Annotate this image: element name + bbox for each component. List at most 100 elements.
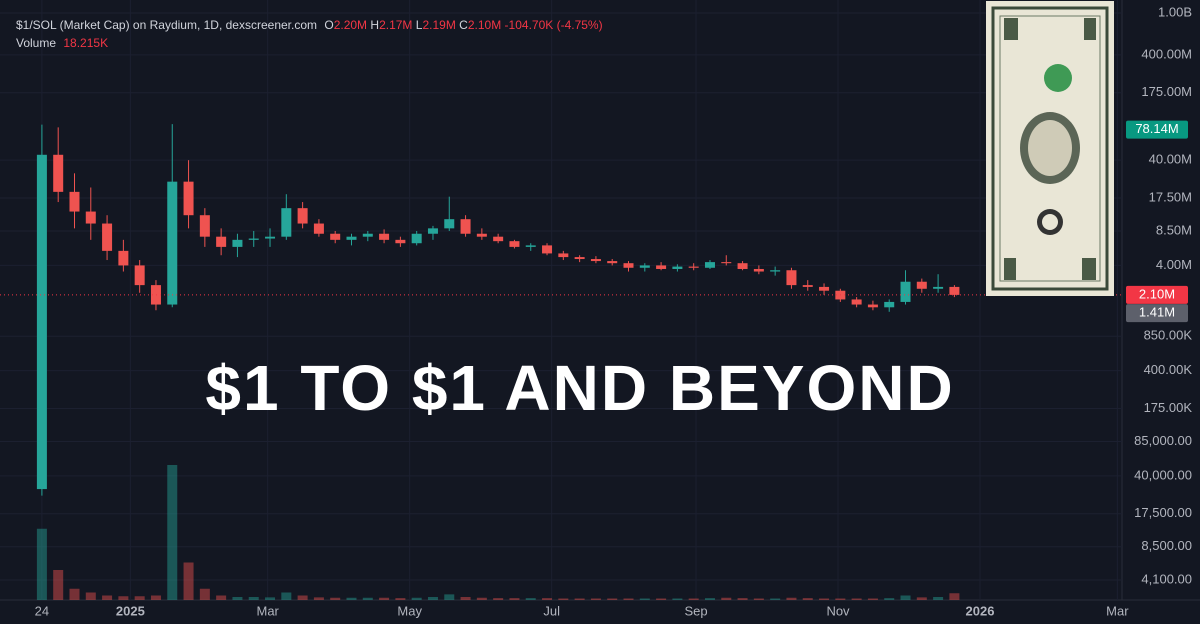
- candle-body: [916, 281, 927, 289]
- candle-body: [297, 208, 308, 224]
- volume-label: Volume: [16, 36, 57, 50]
- bill-corner: [1004, 18, 1018, 40]
- volume-bar: [819, 598, 830, 600]
- candle-body: [558, 253, 569, 258]
- y-tick-label: 850.00K: [1144, 328, 1193, 343]
- volume-bar: [949, 593, 960, 600]
- price-badge: [1126, 120, 1188, 139]
- volume-bar: [688, 598, 699, 600]
- volume-bar: [460, 597, 471, 600]
- bill-portrait-face: [1028, 120, 1072, 176]
- volume-bar: [313, 597, 324, 600]
- candle-body: [704, 262, 715, 268]
- volume-bar: [183, 562, 194, 600]
- x-tick-label: Nov: [826, 603, 850, 618]
- volume-bar: [102, 595, 113, 600]
- volume-bar: [509, 598, 520, 600]
- volume-bar: [574, 598, 585, 600]
- y-tick-label: 8.50M: [1156, 222, 1192, 237]
- price-badge: [1126, 285, 1188, 304]
- volume-bar: [721, 597, 732, 600]
- volume-bar: [590, 598, 601, 600]
- candle-body: [248, 238, 259, 240]
- candle-body: [36, 154, 47, 490]
- volume-bar: [672, 598, 683, 600]
- candle-body: [411, 233, 422, 244]
- volume-bar: [704, 598, 715, 600]
- candle-body: [770, 270, 781, 272]
- volume-bar: [884, 598, 895, 600]
- y-tick-label: 8,500.00: [1141, 538, 1192, 553]
- volume-bar: [427, 597, 438, 600]
- candle-body: [313, 223, 324, 234]
- candle-body: [85, 211, 96, 224]
- candle-body: [574, 257, 585, 260]
- volume-bar: [167, 465, 178, 600]
- candle-body: [721, 262, 732, 264]
- candle-body: [737, 263, 748, 269]
- volume-value: 18.215K: [63, 36, 109, 50]
- candle-body: [379, 233, 390, 240]
- volume-bar: [558, 598, 569, 600]
- candle-body: [444, 219, 455, 229]
- volume-bar: [330, 597, 341, 600]
- candle-body: [150, 285, 161, 305]
- volume-bar: [216, 595, 227, 600]
- candle-body: [118, 250, 129, 266]
- volume-bar: [753, 598, 764, 600]
- volume-bar: [379, 597, 390, 600]
- candle-body: [476, 233, 487, 237]
- y-tick-label: 175.00M: [1141, 84, 1192, 99]
- volume-bar: [623, 598, 634, 600]
- candle-body: [819, 286, 830, 291]
- volume-bar: [802, 598, 813, 600]
- bill-inner-border: [999, 15, 1101, 282]
- c-label: C: [459, 18, 468, 32]
- candle-body: [183, 181, 194, 216]
- ohlc-header: $1/SOL (Market Cap) on Raydium, 1D, dexs…: [16, 18, 603, 32]
- candle-body: [933, 286, 944, 289]
- candle-body: [69, 191, 80, 212]
- y-tick-label: 4,100.00: [1141, 571, 1192, 586]
- bill-corner: [1082, 258, 1096, 280]
- o-value: 2.20M: [333, 18, 368, 32]
- candle-body: [949, 286, 960, 295]
- l-value: 2.19M: [422, 18, 456, 32]
- volume-bar: [118, 596, 129, 600]
- y-tick-label: 400.00K: [1144, 362, 1193, 377]
- volume-bar: [362, 597, 373, 600]
- bill-border: [991, 6, 1109, 291]
- candle-body: [232, 239, 243, 247]
- candle-body: [53, 154, 64, 192]
- bill-corner: [1004, 258, 1016, 280]
- volume-bar: [346, 597, 357, 600]
- y-tick-label: 40,000.00: [1134, 467, 1192, 482]
- volume-bar: [786, 597, 797, 600]
- y-tick-label: 85,000.00: [1134, 433, 1192, 448]
- candle-body: [900, 281, 911, 302]
- volume-header: Volume 18.215K: [16, 36, 108, 50]
- volume-bar: [69, 588, 80, 600]
- h-value: 2.17M: [379, 18, 413, 32]
- l-label: L: [415, 18, 423, 32]
- c-value: 2.10M: [467, 18, 502, 32]
- y-tick-label: 40.00M: [1149, 152, 1192, 167]
- candle-body: [509, 241, 520, 247]
- volume-bar: [835, 598, 846, 600]
- overlay-text: $1 TO $1 AND BEYOND: [205, 352, 954, 424]
- candle-body: [216, 236, 227, 247]
- bill-seal-green: [1044, 64, 1072, 92]
- volume-bar: [656, 598, 667, 600]
- candle-body: [802, 285, 813, 287]
- candle-body: [639, 265, 650, 268]
- candle-body: [102, 223, 113, 251]
- candle-body: [786, 270, 797, 286]
- volume-bar: [281, 592, 292, 600]
- y-tick-label: 175.00K: [1144, 400, 1193, 415]
- candle-body: [753, 268, 764, 272]
- volume-bar: [232, 597, 243, 600]
